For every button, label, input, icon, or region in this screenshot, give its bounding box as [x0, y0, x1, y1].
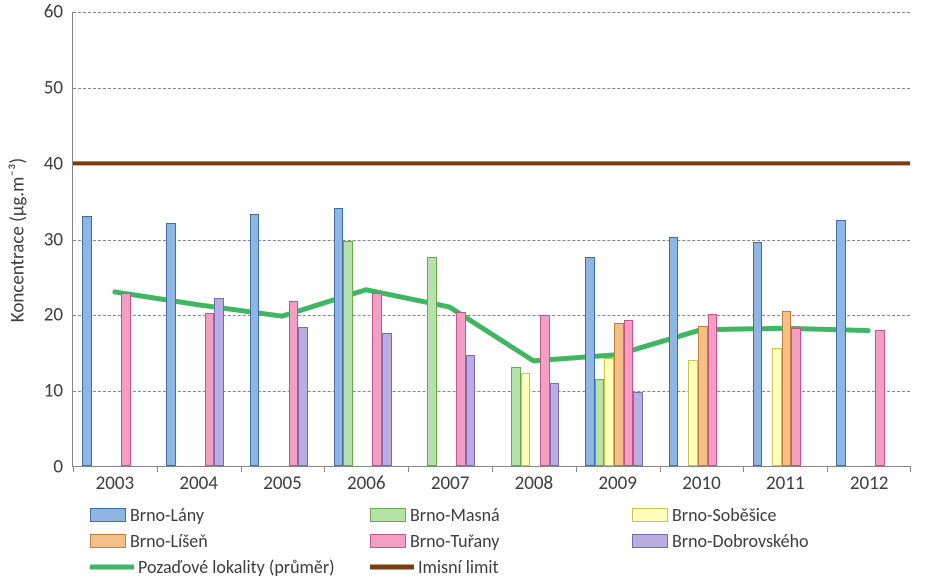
x-tick-label: 2012 — [850, 472, 889, 495]
bar-brno-sob-ice — [604, 358, 614, 466]
legend-item: Brno-Soběšice — [632, 502, 776, 528]
legend-label: Brno-Tuřany — [410, 530, 499, 552]
x-tick-mark — [408, 466, 409, 472]
bar-brno-sob-ice — [521, 373, 531, 466]
bar-brno-tu-any — [624, 320, 634, 466]
bar-brno-l-e- — [614, 323, 624, 466]
legend-item: Brno-Masná — [370, 502, 500, 528]
legend-swatch — [370, 534, 406, 548]
bar-brno-dobrovsk-ho — [466, 355, 476, 466]
legend-label: Brno-Líšeň — [130, 530, 208, 552]
bar-brno-l-ny — [334, 208, 344, 466]
bar-brno-tu-any — [205, 313, 215, 466]
x-tick-label: 2007 — [431, 472, 470, 495]
bar-brno-tu-any — [456, 312, 466, 466]
legend-label: Brno-Dobrovského — [672, 530, 809, 552]
bar-brno-tu-any — [121, 293, 131, 466]
bar-brno-tu-any — [372, 293, 382, 466]
bar-brno-masn- — [343, 241, 353, 466]
bar-brno-l-ny — [836, 220, 846, 466]
bar-brno-l-ny — [166, 223, 176, 466]
x-tick-label: 2005 — [263, 472, 302, 495]
legend-label: Brno-Masná — [410, 504, 500, 526]
legend-swatch — [370, 508, 406, 522]
x-tick-mark — [324, 466, 325, 472]
bar-brno-tu-any — [289, 301, 299, 466]
legend-swatch — [90, 534, 126, 548]
bar-brno-l-ny — [250, 214, 260, 466]
x-tick-mark — [660, 466, 661, 472]
legend-label: Brno-Soběšice — [672, 504, 776, 526]
legend-line-swatch — [370, 560, 414, 574]
legend-item: Brno-Lány — [90, 502, 204, 528]
legend-item: Pozaďové lokality (průměr) — [90, 554, 335, 580]
x-tick-label: 2006 — [347, 472, 386, 495]
legend-item: Brno-Tuřany — [370, 528, 499, 554]
legend-line-swatch — [90, 560, 134, 574]
bar-brno-tu-any — [875, 330, 885, 466]
bar-brno-dobrovsk-ho — [550, 383, 560, 466]
bar-brno-l-ny — [669, 237, 679, 466]
y-tick-label: 40 — [44, 152, 63, 175]
bar-brno-masn- — [427, 257, 437, 466]
x-tick-mark — [743, 466, 744, 472]
x-tick-mark — [576, 466, 577, 472]
bar-brno-l-e- — [782, 311, 792, 466]
x-tick-label: 2010 — [682, 472, 721, 495]
bar-brno-sob-ice — [688, 360, 698, 466]
y-tick-label: 10 — [44, 380, 63, 403]
x-tick-mark — [910, 466, 911, 472]
gridline — [73, 164, 910, 165]
bar-brno-masn- — [595, 379, 605, 466]
x-tick-label: 2008 — [515, 472, 554, 495]
y-tick-label: 20 — [44, 304, 63, 327]
x-tick-label: 2003 — [96, 472, 135, 495]
bar-brno-l-ny — [82, 216, 92, 466]
bar-brno-sob-ice — [772, 348, 782, 466]
y-tick-label: 50 — [44, 76, 63, 99]
bar-brno-tu-any — [791, 328, 801, 466]
x-tick-label: 2004 — [179, 472, 218, 495]
gridline — [73, 88, 910, 89]
plot-area: 0102030405060200320042005200620072008200… — [72, 12, 910, 467]
bar-brno-dobrovsk-ho — [298, 327, 308, 466]
legend-label: Brno-Lány — [130, 504, 204, 526]
bar-brno-tu-any — [708, 314, 718, 466]
bar-brno-l-e- — [698, 326, 708, 466]
legend-label: Imisní limit — [418, 556, 499, 578]
legend-swatch — [90, 508, 126, 522]
bar-brno-dobrovsk-ho — [633, 392, 643, 466]
x-tick-mark — [492, 466, 493, 472]
x-tick-mark — [73, 466, 74, 472]
x-tick-mark — [827, 466, 828, 472]
legend-item: Imisní limit — [370, 554, 499, 580]
bar-brno-l-ny — [585, 257, 595, 466]
x-tick-label: 2009 — [598, 472, 637, 495]
y-tick-label: 30 — [44, 228, 63, 251]
y-tick-label: 60 — [44, 1, 63, 24]
legend-swatch — [632, 508, 668, 522]
legend-item: Brno-Líšeň — [90, 528, 208, 554]
x-tick-mark — [157, 466, 158, 472]
gridline — [73, 12, 910, 13]
legend-item: Brno-Dobrovského — [632, 528, 809, 554]
y-tick-label: 0 — [53, 456, 63, 479]
bar-brno-dobrovsk-ho — [382, 333, 392, 466]
chart-container: 0 10 20 30 40 50 60 2003 2004 2005 2006 2007 2008 200… — [0, 0, 932, 586]
bar-brno-tu-any — [540, 315, 550, 466]
bar-brno-masn- — [511, 367, 521, 466]
gridline — [73, 240, 910, 241]
y-axis-label: Koncentrace (µg.m⁻³) — [7, 157, 30, 321]
x-tick-mark — [241, 466, 242, 472]
legend-swatch — [632, 534, 668, 548]
x-tick-label: 2011 — [766, 472, 805, 495]
bar-brno-dobrovsk-ho — [214, 298, 224, 466]
bar-brno-l-ny — [753, 242, 763, 466]
legend-label: Pozaďové lokality (průměr) — [138, 556, 335, 578]
